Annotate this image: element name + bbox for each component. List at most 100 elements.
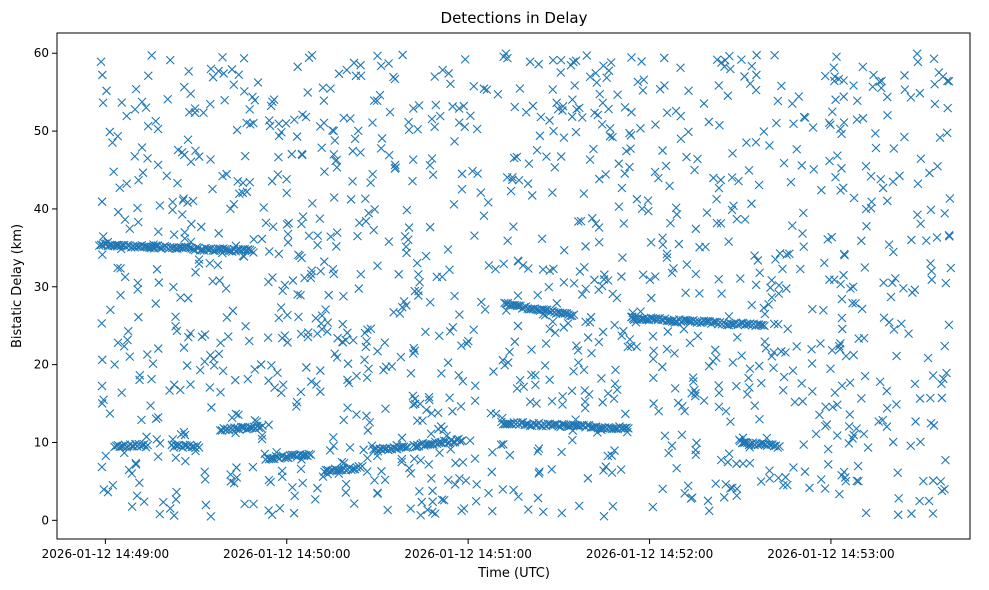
data-point [276,303,286,312]
data-point [425,222,435,232]
data-point [244,336,254,346]
data-point [752,50,762,60]
data-point [276,388,286,398]
data-point [115,183,125,193]
data-point [380,338,390,347]
data-point [413,124,423,134]
data-point [913,57,923,67]
data-point [523,505,533,514]
data-point [439,495,449,505]
data-point [206,64,216,74]
data-point [691,269,701,279]
data-point [882,403,892,413]
data-point [906,92,916,102]
data-point [139,497,149,507]
data-point [849,350,859,360]
data-point [375,90,385,100]
data-point [448,322,458,332]
data-point [557,447,566,457]
data-point [280,453,290,463]
data-point [113,263,123,273]
data-point [455,474,464,483]
data-point [573,217,583,226]
data-point [732,459,741,469]
data-point [283,237,293,247]
data-point [173,145,183,155]
data-point [587,213,597,223]
data-point [781,284,791,293]
data-point [401,443,411,453]
data-point [105,409,115,418]
data-point [500,298,509,308]
data-point [171,495,181,504]
data-point [318,472,328,482]
data-point [691,224,701,234]
data-point [745,364,755,374]
data-point [688,373,698,383]
data-point [434,331,444,341]
data-point [325,466,335,476]
data-point [610,320,620,330]
data-point [377,134,387,143]
data-point [507,175,517,185]
data-point [778,264,787,274]
data-point [270,383,280,393]
data-point [799,112,809,122]
data-point [836,279,846,289]
data-point [798,229,807,238]
data-point [680,489,690,498]
data-point [186,329,195,338]
data-point [177,210,187,219]
data-point [871,143,881,153]
data-point [941,455,950,465]
data-point [758,320,768,330]
data-point [821,402,831,412]
data-point [450,137,459,146]
data-point [660,81,669,90]
data-point [839,76,848,85]
data-point [542,152,551,162]
data-point [435,111,445,121]
data-point [688,377,698,386]
data-point [404,223,414,232]
data-point [519,382,529,392]
data-point [838,183,848,193]
data-point [408,176,417,186]
data-point [180,227,190,237]
data-point [186,157,196,167]
data-point [775,442,784,451]
data-point [115,442,125,452]
data-point [890,273,900,283]
data-point [360,328,370,338]
data-point [734,176,743,186]
data-point [324,290,334,300]
data-point [835,339,845,348]
data-point [183,135,193,145]
data-point [435,448,444,458]
data-point [153,344,163,353]
data-point [937,486,947,496]
data-point [532,145,542,155]
data-point [173,178,182,188]
data-point [389,72,398,82]
data-point [816,475,826,484]
data-point [456,341,466,350]
data-point [368,118,377,128]
data-point [334,465,344,475]
data-point [172,441,182,451]
data-point [579,365,589,375]
data-point [176,293,185,302]
data-point [603,389,613,398]
data-point [548,317,558,326]
data-point [206,511,216,521]
data-point [378,443,388,453]
data-point [296,290,305,300]
data-point [904,329,913,339]
data-point [715,120,724,130]
data-point [846,284,855,293]
data-point [313,483,322,493]
data-point [585,155,595,164]
data-point [726,417,735,426]
data-point [620,409,630,419]
data-point [376,61,386,71]
